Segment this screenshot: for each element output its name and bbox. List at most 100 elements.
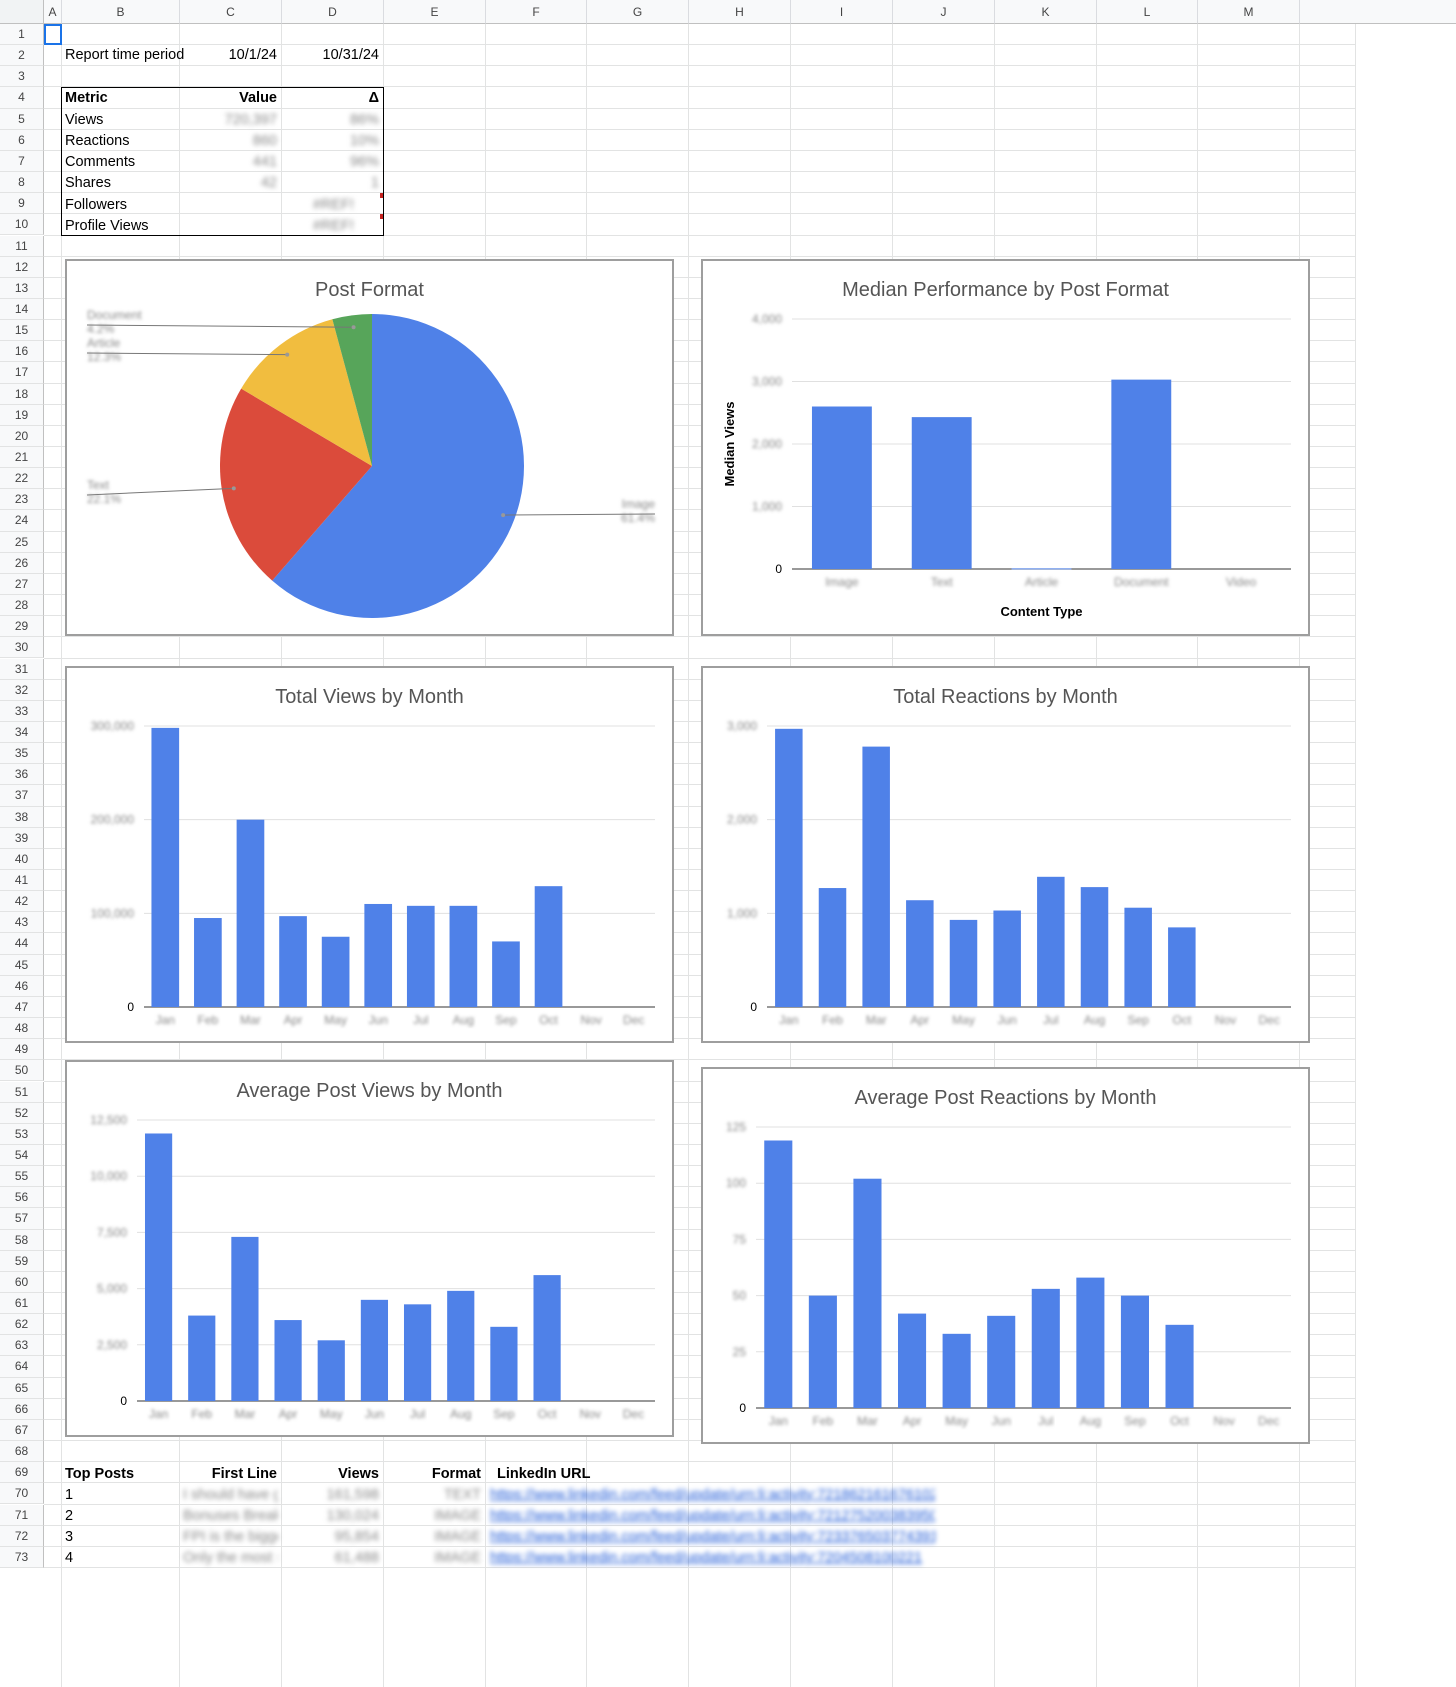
bar-jul[interactable]	[1037, 876, 1065, 1007]
metric-delta[interactable]: 86%	[349, 112, 379, 128]
pie-slice-text[interactable]	[220, 388, 372, 581]
bar-jan[interactable]	[151, 727, 180, 1007]
row-header-5[interactable]: 5	[0, 108, 44, 130]
row-header-55[interactable]: 55	[0, 1166, 44, 1188]
row-header-64[interactable]: 64	[0, 1356, 44, 1378]
row-header-61[interactable]: 61	[0, 1293, 44, 1315]
bar-jun[interactable]	[987, 1315, 1016, 1408]
top-post-format[interactable]: IMAGE	[434, 1508, 481, 1525]
bar-apr[interactable]	[279, 916, 307, 1007]
metrics-header-metric[interactable]: Metric	[65, 90, 108, 106]
views-header[interactable]: Views	[338, 1466, 379, 1482]
row-header-11[interactable]: 11	[0, 235, 44, 257]
bar-mar[interactable]	[231, 1236, 259, 1401]
row-header-51[interactable]: 51	[0, 1081, 44, 1103]
top-post-rank[interactable]: 3	[65, 1529, 74, 1546]
row-header-47[interactable]: 47	[0, 996, 44, 1019]
row-header-52[interactable]: 52	[0, 1102, 44, 1124]
row-header-19[interactable]: 19	[0, 404, 44, 426]
row-header-25[interactable]: 25	[0, 531, 44, 553]
column-header-k[interactable]: K	[995, 0, 1097, 24]
row-header-23[interactable]: 23	[0, 489, 44, 511]
top-post-rank[interactable]: 1	[65, 1487, 74, 1503]
select-all-corner[interactable]	[0, 0, 44, 24]
bar-jul[interactable]	[403, 1304, 432, 1401]
column-header-m[interactable]: M	[1198, 0, 1300, 24]
bar-sep[interactable]	[490, 1326, 518, 1401]
column-header-e[interactable]: E	[384, 0, 486, 24]
row-header-32[interactable]: 32	[0, 679, 44, 701]
bar-jun[interactable]	[360, 1299, 389, 1401]
bar-document[interactable]	[1111, 379, 1172, 569]
row-header-72[interactable]: 72	[0, 1525, 44, 1547]
top-post-linkedin-url[interactable]: https://www.linkedin.com/feed/update/urn…	[490, 1529, 935, 1546]
metric-name[interactable]: Profile Views	[65, 217, 149, 234]
bar-aug[interactable]	[1076, 1277, 1105, 1408]
top-post-linkedin-url[interactable]: https://www.linkedin.com/feed/update/urn…	[490, 1550, 923, 1567]
top-post-first-line[interactable]: Bonuses Break U	[183, 1508, 278, 1525]
selected-cell-a1[interactable]	[44, 24, 62, 45]
row-header-33[interactable]: 33	[0, 700, 44, 722]
bar-aug[interactable]	[449, 905, 478, 1007]
bar-mar[interactable]	[236, 819, 265, 1007]
bar-jan[interactable]	[144, 1133, 173, 1401]
row-header-53[interactable]: 53	[0, 1123, 44, 1145]
row-header-2[interactable]: 2	[0, 45, 44, 67]
metric-name[interactable]: Views	[65, 112, 104, 128]
metrics-header-delta[interactable]: Δ	[368, 90, 379, 106]
row-header-44[interactable]: 44	[0, 933, 44, 955]
bar-mar[interactable]	[862, 746, 890, 1007]
metric-value[interactable]: #REF!	[312, 196, 354, 213]
row-header-66[interactable]: 66	[0, 1398, 44, 1420]
bar-mar[interactable]	[853, 1178, 882, 1408]
row-header-57[interactable]: 57	[0, 1208, 44, 1230]
top-post-views[interactable]: 61,488	[334, 1550, 379, 1567]
bar-jan[interactable]	[764, 1140, 793, 1408]
row-header-46[interactable]: 46	[0, 975, 44, 997]
bar-may[interactable]	[942, 1333, 971, 1408]
top-post-views[interactable]: 95,854	[334, 1529, 379, 1546]
bar-oct[interactable]	[1165, 1324, 1194, 1408]
metric-name[interactable]: Comments	[65, 154, 136, 171]
row-header-8[interactable]: 8	[0, 172, 44, 194]
bar-sep[interactable]	[492, 941, 520, 1007]
row-header-27[interactable]: 27	[0, 573, 44, 596]
chart-median-performance[interactable]: Median Performance by Post Format 0 1,000…	[701, 259, 1310, 636]
row-header-65[interactable]: 65	[0, 1377, 44, 1399]
bar-oct[interactable]	[534, 886, 563, 1007]
bar-jul[interactable]	[406, 905, 435, 1007]
bar-oct[interactable]	[533, 1275, 561, 1401]
top-post-format[interactable]: IMAGE	[434, 1529, 481, 1546]
bar-text[interactable]	[911, 417, 972, 569]
report-start-date[interactable]: 10/1/24	[228, 47, 277, 63]
metric-value[interactable]: 42	[260, 175, 277, 192]
row-header-56[interactable]: 56	[0, 1187, 44, 1209]
row-header-39[interactable]: 39	[0, 827, 44, 849]
row-header-21[interactable]: 21	[0, 447, 44, 469]
chart-total-reactions[interactable]: Total Reactions by Month 0 1,000 2,000 3,00…	[701, 666, 1310, 1043]
row-header-6[interactable]: 6	[0, 129, 44, 151]
row-header-41[interactable]: 41	[0, 870, 44, 892]
top-post-first-line[interactable]: I should have gi	[183, 1487, 278, 1503]
metric-delta[interactable]: 1	[370, 175, 379, 192]
bar-apr[interactable]	[906, 900, 934, 1007]
row-header-7[interactable]: 7	[0, 150, 44, 173]
column-header-i[interactable]: I	[791, 0, 893, 24]
metric-delta[interactable]: 96%	[349, 154, 379, 171]
top-post-first-line[interactable]: FPI is the bigges	[183, 1529, 278, 1546]
bar-feb[interactable]	[194, 918, 222, 1007]
metric-value[interactable]: 720,397	[224, 112, 277, 128]
top-post-first-line[interactable]: Only the most s	[183, 1550, 278, 1567]
row-header-60[interactable]: 60	[0, 1271, 44, 1293]
top-post-linkedin-url[interactable]: https://www.linkedin.com/feed/update/urn…	[490, 1487, 935, 1503]
bar-may[interactable]	[321, 936, 350, 1007]
bar-feb[interactable]	[188, 1315, 216, 1401]
metrics-header-value[interactable]: Value	[239, 90, 277, 106]
top-post-views[interactable]: 161,598	[326, 1487, 379, 1503]
column-header-l[interactable]: L	[1097, 0, 1198, 24]
row-header-58[interactable]: 58	[0, 1229, 44, 1251]
column-header-overflow[interactable]	[1300, 0, 1456, 24]
bar-may[interactable]	[317, 1340, 345, 1401]
row-header-12[interactable]: 12	[0, 256, 44, 278]
pie-slice-image[interactable]	[272, 314, 524, 618]
